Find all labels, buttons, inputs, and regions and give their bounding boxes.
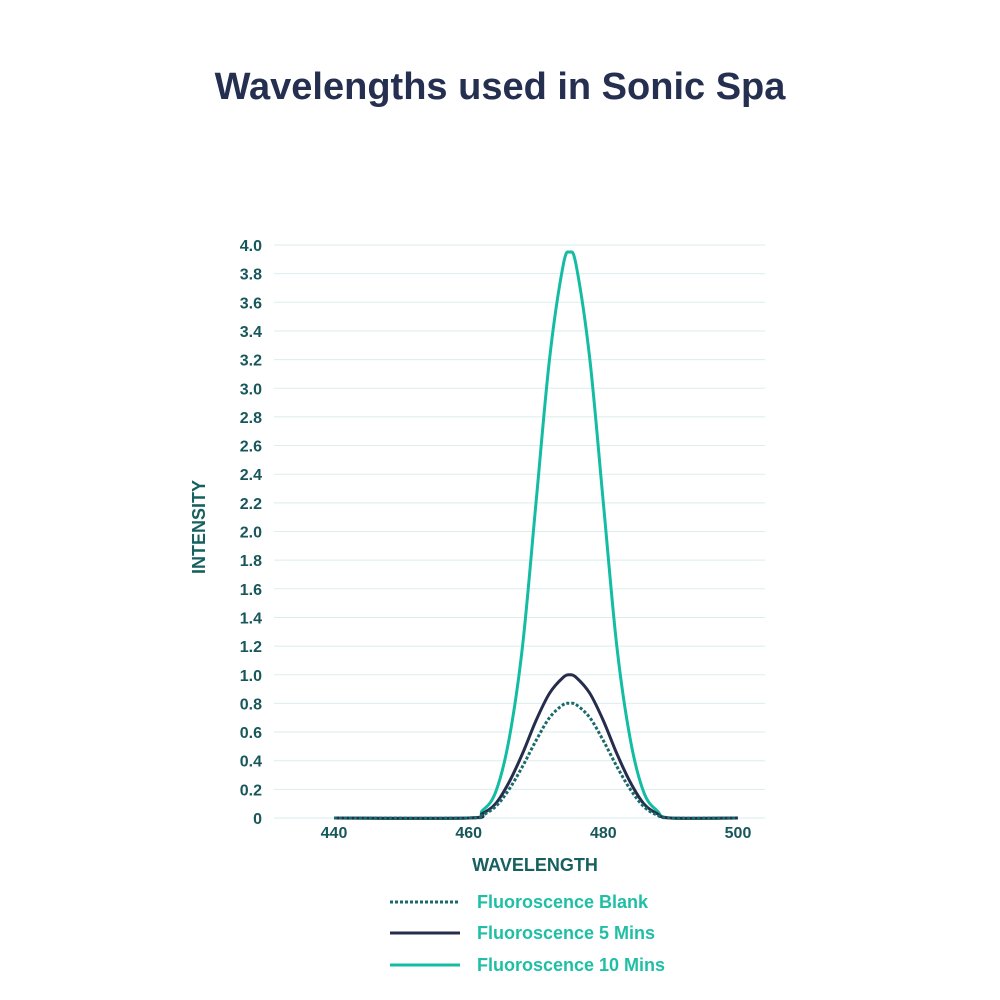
y-tick-label: 0.8 [240,696,262,713]
y-tick-label: 3.8 [240,267,262,284]
legend: Fluoroscence Blank Fluoroscence 5 Mins Flu… [390,892,665,975]
y-tick-label: 4.0 [240,238,262,255]
series-lines [333,250,739,821]
y-tick-label: 2.8 [240,410,262,427]
y-tick-label: 1.8 [240,553,262,570]
x-tick-label: 500 [725,825,752,842]
y-tick-label: 3.4 [240,324,262,341]
y-tick-label: 1.4 [240,610,262,627]
y-tick-label: 2.4 [240,467,262,484]
x-axis-label: WAVELENGTH [472,855,598,875]
y-tick-labels: 0 0.2 0.4 0.6 0.8 1.0 1.2 1.4 1.6 1.8 2.0 2.2 2.4 2.6… [240,238,262,828]
y-tick-label: 2.6 [240,439,262,456]
x-tick-label: 480 [590,825,617,842]
y-tick-label: 2.2 [240,496,262,513]
page-title: Wavelengths used in Sonic Spa [214,66,786,108]
series-line-fluoroscence-5-mins [333,673,739,820]
y-tick-label: 3.2 [240,353,262,370]
y-tick-label: 0.6 [240,725,262,742]
series-line-fluoroscence-10-mins [333,250,739,821]
y-tick-label: 3.0 [240,381,262,398]
y-tick-label: 1.6 [240,582,262,599]
y-tick-label: 1.2 [240,639,262,656]
y-tick-label: 0.2 [240,782,262,799]
y-tick-label: 0 [253,811,262,828]
gridlines [274,244,765,819]
x-tick-label: 460 [455,825,482,842]
y-axis-label: INTENSITY [189,480,209,574]
x-tick-label: 440 [321,825,348,842]
legend-label-fluoroscence-10-mins: Fluoroscence 10 Mins [477,955,665,975]
y-tick-label: 2.0 [240,525,262,542]
y-tick-label: 0.4 [240,754,262,771]
legend-label-fluoroscence-blank: Fluoroscence Blank [477,892,649,912]
y-tick-label: 3.6 [240,295,262,312]
legend-label-fluoroscence-5-mins: Fluoroscence 5 Mins [477,923,655,943]
y-tick-label: 1.0 [240,668,262,685]
x-tick-labels: 440 460 480 500 [321,825,752,842]
